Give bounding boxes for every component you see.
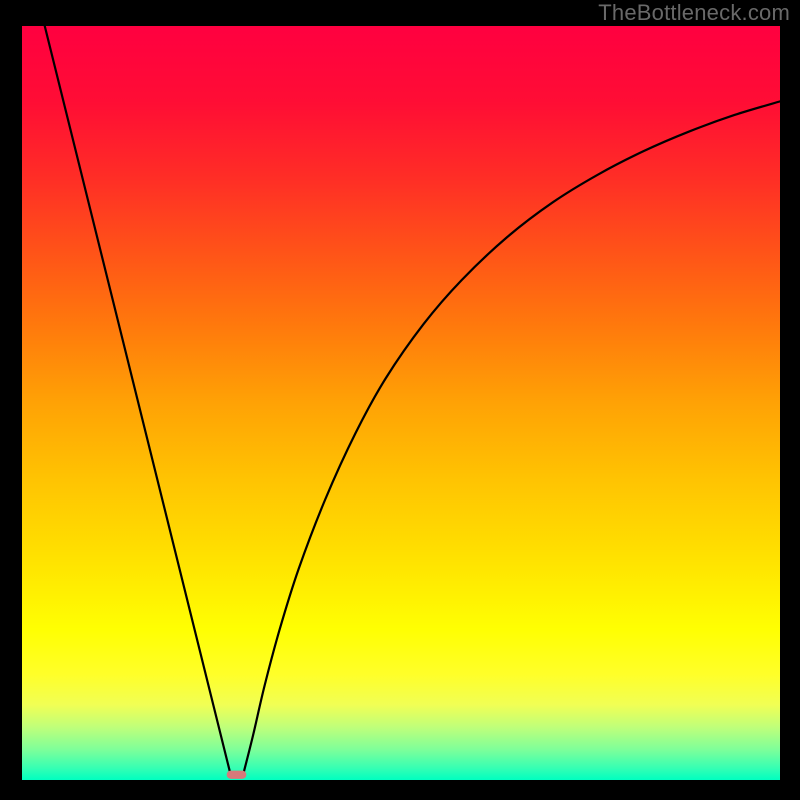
valley-marker bbox=[227, 771, 247, 779]
chart-container: TheBottleneck.com bbox=[0, 0, 800, 800]
plot-background bbox=[22, 26, 780, 780]
plot-svg bbox=[22, 26, 780, 780]
watermark-label: TheBottleneck.com bbox=[598, 0, 790, 26]
